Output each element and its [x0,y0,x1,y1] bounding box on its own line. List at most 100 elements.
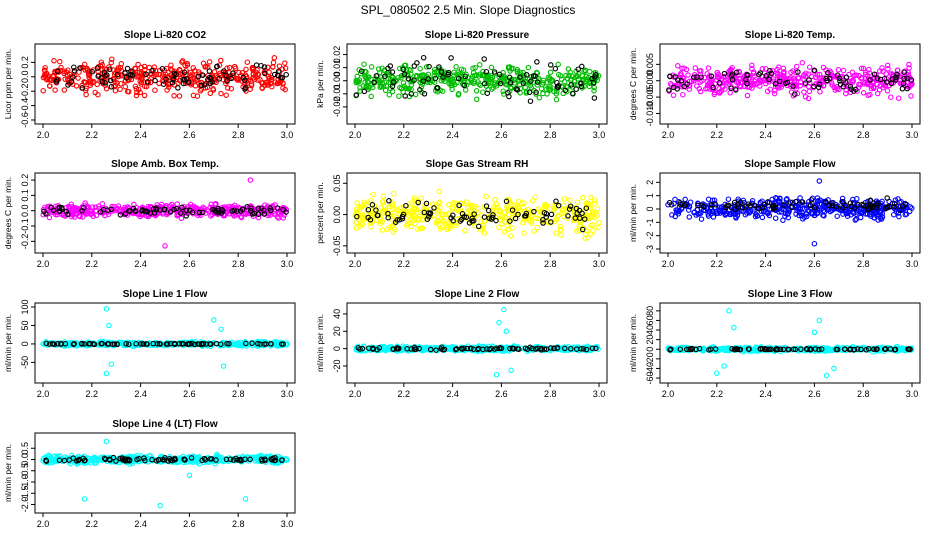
data-point [582,216,588,222]
data-point [179,204,185,211]
data-point [353,219,360,226]
data-point [216,76,222,82]
data-point [210,206,216,213]
data-point [105,341,112,347]
data-point [543,214,550,220]
data-point [783,202,789,208]
data-point [492,208,498,214]
data-point [795,205,801,212]
data-point [799,199,806,205]
plot-frame [659,172,921,254]
data-point [493,201,500,208]
data-point [686,214,693,220]
data-point [357,346,363,352]
data-point [557,223,563,230]
data-point [595,224,601,231]
data-point [103,370,110,377]
data-point [381,346,388,353]
data-point [908,77,915,83]
data-point [508,367,514,374]
data-point [837,81,844,88]
panel-title: Slope Sample Flow [744,159,835,170]
x-tick-label: 2.0 [349,259,362,269]
data-point [583,73,590,80]
data-point [400,80,407,86]
data-point [353,92,360,98]
data-point [824,207,831,213]
data-point [81,61,88,68]
y-tick-label: -0.1 [20,218,30,234]
x-tick-label: 2.8 [544,259,557,269]
x-tick-label: 2.0 [662,259,675,269]
data-point [432,75,439,82]
y-tick-label: 0.05 [332,174,342,192]
data-point [278,341,285,347]
data-point [431,73,438,79]
data-point [234,208,240,214]
y-tick-label: 0.005 [645,53,655,76]
data-point [114,80,120,86]
data-point [590,227,596,234]
data-point [414,226,421,232]
data-point [781,207,787,213]
x-tick-label: 3.0 [906,130,919,140]
data-point [703,86,709,92]
x-tick-label: 3.0 [906,389,919,399]
data-point [514,87,521,93]
data-point [469,215,475,222]
data-point [248,81,255,87]
data-point [581,68,587,75]
data-point [888,94,894,100]
data-point [534,59,540,65]
data-point [788,74,794,81]
data-point [813,347,820,353]
data-point [885,65,891,72]
data-point [230,70,236,77]
data-point [833,204,840,210]
data-point [134,89,140,96]
data-point [240,74,247,81]
x-tick-label: 2.2 [711,389,724,399]
data-point [267,341,274,347]
data-point [906,61,912,68]
x-tick-label: 2.2 [86,389,99,399]
data-point [382,73,388,79]
plot-frame [346,43,608,125]
data-point [858,65,865,72]
x-tick-label: 2.6 [495,130,508,140]
data-point [729,346,735,352]
data-point [87,80,94,86]
data-point [583,76,589,82]
data-point [460,200,467,207]
x-tick-label: 2.8 [232,389,245,399]
data-point [218,341,224,347]
data-point [749,62,755,69]
data-point [176,93,183,99]
data-point [866,66,872,73]
y-tick-label: -1 [645,218,655,226]
panel-title: Slope Li-820 Temp. [745,30,836,41]
data-point [843,74,850,81]
data-point [847,200,854,206]
data-point [197,88,204,94]
data-point [75,75,81,81]
data-point [124,65,131,72]
data-point [774,195,780,202]
data-point [538,347,544,353]
data-point [733,87,739,93]
y-tick-label: -0.4 [20,98,30,114]
data-point [526,210,532,216]
data-point [403,67,410,73]
data-point [790,83,796,89]
panel-title: Slope Li-820 Pressure [425,30,530,41]
data-point [412,220,418,227]
plot-frame [346,172,608,254]
data-point [579,63,585,70]
data-point [413,206,420,213]
data-point [461,345,467,352]
data-point [439,224,446,231]
data-point [763,65,769,72]
data-point [763,73,769,79]
data-point [507,218,513,224]
data-point [244,59,251,65]
